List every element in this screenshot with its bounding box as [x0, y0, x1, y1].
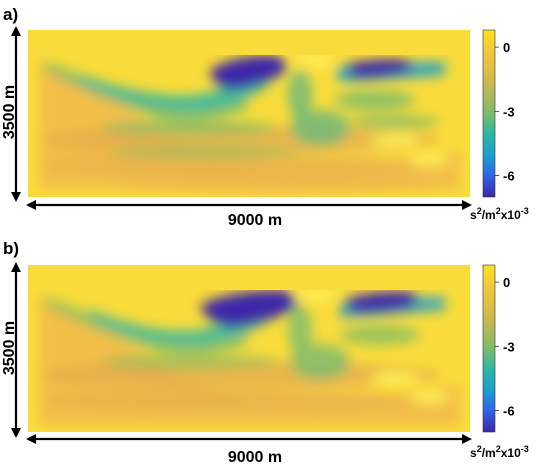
- top-band: [28, 30, 470, 55]
- panel-b: b): [1, 239, 529, 466]
- colorbar-tick-label: -3: [503, 104, 515, 119]
- panel-label: b): [3, 239, 19, 258]
- colorbar-unit: s2/m2x10-3: [470, 206, 529, 222]
- x-axis-arrow: [26, 200, 472, 210]
- colorbar: [482, 264, 496, 433]
- y-axis-label: 3500 m: [1, 321, 18, 375]
- colorbar: [482, 29, 496, 198]
- colorbar-tick-label: -3: [503, 339, 515, 354]
- colorbar-tick-label: -6: [503, 169, 515, 184]
- colorbar-tick-label: 0: [503, 40, 510, 55]
- y-axis-arrow: [11, 262, 21, 438]
- velocity-anomalies: [40, 54, 460, 193]
- panel-label: a): [3, 5, 18, 24]
- y-axis-label: 3500 m: [1, 85, 18, 139]
- colorbar-tick-label: -6: [503, 404, 515, 419]
- y-axis-arrow: [11, 26, 21, 202]
- velocity-anomalies: [40, 289, 460, 425]
- colorbar-unit: s2/m2x10-3: [470, 444, 529, 460]
- x-axis-arrow: [26, 434, 472, 444]
- x-axis-label: 9000 m: [228, 449, 282, 466]
- heatmap-field: [28, 265, 470, 432]
- top-band: [28, 265, 470, 290]
- panel-a: a): [1, 5, 529, 229]
- colorbar-ticks: 0 -3 -6: [495, 40, 515, 184]
- x-axis-label: 9000 m: [228, 212, 282, 229]
- colorbar-ticks: 0 -3 -6: [495, 275, 515, 419]
- heatmap-field: [28, 30, 470, 197]
- colorbar-tick-label: 0: [503, 275, 510, 290]
